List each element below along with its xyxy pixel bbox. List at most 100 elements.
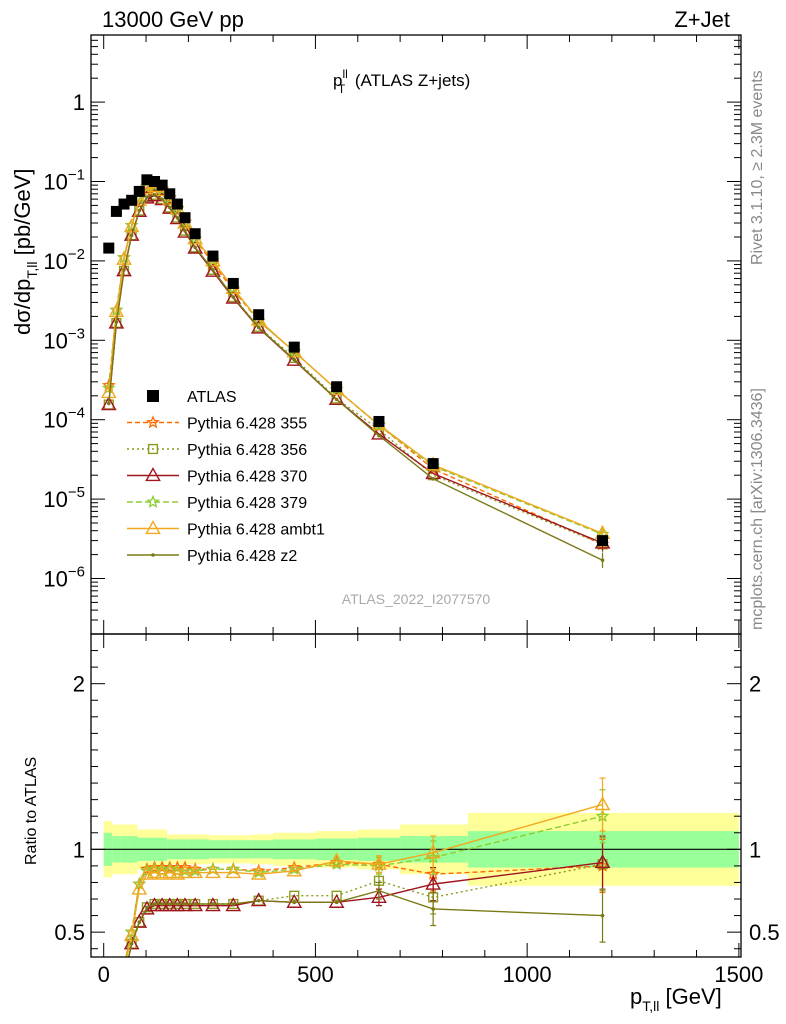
main-point-pythia-6-428-370 (187, 239, 204, 254)
main-point-pythia-6-428-z2 (145, 195, 149, 199)
main-data-point (103, 242, 115, 254)
main-panel: 10−610−510−410−310−210−11 (43, 34, 742, 635)
xlabel-unit: [GeV] (659, 984, 721, 1009)
main-point-pythia-6-428-z2 (377, 433, 381, 438)
main-data-point (171, 198, 183, 210)
main-point-pythia-6-428-ambt1 (116, 250, 132, 265)
main-data-point (126, 194, 138, 206)
main-y-tick-base: 1 (73, 90, 85, 115)
ratio-point-pythia-6-428-z2 (137, 920, 142, 925)
x-tick-label: 0 (98, 962, 110, 987)
main-y-tick-label: 10−4 (43, 405, 85, 433)
main-point-pythia-6-428-356 (134, 205, 145, 216)
x-tick-label: 1000 (503, 962, 552, 987)
main-frame (90, 34, 742, 635)
main-point-pythia-6-428-370 (116, 262, 132, 277)
main-point-pythia-6-428-z2 (334, 397, 339, 402)
ratio-point-pythia-6-428-355 (287, 860, 302, 874)
ratio-point-pythia-6-428-ambt1 (161, 864, 178, 879)
ratio-point-pythia-6-428-z2 (183, 902, 187, 906)
main-point-pythia-6-428-z2 (160, 197, 164, 201)
x-axis-label: pT,ll [GeV] (630, 984, 722, 1014)
legend: ATLAS Pythia 6.428 355 Pythia 6.428 356 Pyt… (127, 389, 325, 565)
ratio-point-pythia-6-428-z2 (334, 900, 339, 905)
ratio-y-tick-label: 1 (73, 837, 85, 862)
legend-label-pythia-6-428-ambt1: Pythia 6.428 ambt1 (187, 522, 325, 539)
ratio-point-pythia-6-428-ambt1 (187, 864, 204, 879)
ratio-point-pythia-6-428-370 (250, 892, 267, 907)
main-point-pythia-6-428-z2 (431, 477, 435, 481)
ratio-point-pythia-6-428-379 (287, 862, 302, 876)
header-right-label: Z+Jet (674, 7, 730, 32)
ratio-point-pythia-6-428-370 (139, 900, 155, 915)
mcplots-label: mcplots.cern.ch [arXiv:1306.3436] (749, 388, 766, 630)
main-data-point (133, 185, 145, 197)
main-point-pythia-6-428-z2 (175, 215, 180, 220)
title-sup: ll (342, 67, 347, 81)
main-line-pythia-6-428-379 (108, 185, 603, 535)
legend-marker-pythia-6-428-356 (147, 443, 159, 455)
main-point-pythia-6-428-370 (286, 351, 303, 366)
ratio-point-pythia-6-428-ambt1 (131, 880, 148, 895)
main-point-pythia-6-428-370 (177, 223, 193, 238)
analysis-watermark: ATLAS_2022_I2077570 (342, 591, 491, 607)
title-sub: T (338, 82, 346, 96)
main-point-pythia-6-428-z2 (211, 268, 215, 272)
ratio-y-tick-label-right: 1 (749, 837, 761, 862)
ratio-point-pythia-6-428-356 (289, 890, 300, 901)
main-data-point (288, 341, 300, 353)
ratio-point-pythia-6-428-ambt1 (146, 864, 163, 879)
main-data-point (118, 198, 130, 210)
xlabel-sub: T,ll (642, 998, 659, 1014)
legend-marker-pythia-6-428-379 (146, 494, 160, 508)
main-data-point (253, 309, 265, 321)
ratio-point-pythia-6-428-355 (251, 863, 266, 877)
main-point-pythia-6-428-z2 (137, 208, 142, 213)
ratio-point-pythia-6-428-370 (131, 913, 148, 928)
x-tick-label: 1500 (714, 962, 763, 987)
main-point-pythia-6-428-z2 (167, 205, 172, 210)
main-y-tick-label: 10−2 (43, 246, 85, 274)
ratio-point-pythia-6-428-370 (123, 935, 140, 950)
main-data-point (149, 176, 161, 188)
legend-label-pythia-6-428-379: Pythia 6.428 379 (187, 495, 307, 512)
main-y-tick-label: 1 (73, 90, 85, 115)
main-y-tick-exp: −5 (68, 484, 85, 501)
ratio-point-pythia-6-428-379 (226, 862, 241, 876)
main-y-tick-base: 10 (43, 487, 67, 512)
main-line-pythia-6-428-370 (108, 195, 603, 544)
ylabel-main: dσ/dp (10, 279, 35, 335)
ratio-point-pythia-6-428-z2 (115, 1005, 119, 1009)
ratio-point-pythia-6-428-z2 (193, 902, 197, 906)
ratio-line-pythia-6-428-ambt1 (125, 803, 603, 957)
main-point-pythia-6-428-z2 (129, 233, 134, 238)
ratio-point-pythia-6-428-379 (206, 862, 220, 876)
ylabel-unit: [pb/GeV] (10, 169, 35, 262)
main-y-tick-base: 10 (43, 408, 67, 433)
legend-label-pythia-6-428-356: Pythia 6.428 356 (187, 442, 307, 459)
main-data-point (141, 174, 153, 186)
ratio-point-pythia-6-428-z2 (231, 902, 236, 906)
main-point-pythia-6-428-z2 (256, 325, 261, 330)
ratio-point-pythia-6-428-356 (331, 890, 342, 901)
legend-label-pythia-6-428-355: Pythia 6.428 355 (187, 416, 307, 433)
main-point-pythia-6-428-z2 (183, 228, 187, 233)
main-data-point (227, 277, 239, 289)
main-y-axis-label: dσ/dpT,ll [pb/GeV] (10, 169, 40, 335)
ratio-point-pythia-6-428-ambt1 (177, 864, 193, 879)
ratio-panel: 0 500 1000 1500 0.5 0.5 1 1 2 2 (54, 633, 780, 1011)
main-point-pythia-6-428-370 (225, 289, 242, 304)
main-y-tick-exp: −6 (68, 564, 85, 581)
main-point-pythia-6-428-370 (100, 396, 117, 411)
ratio-point-pythia-6-428-356 (112, 1002, 121, 1011)
ratio-point-pythia-6-428-379 (147, 862, 162, 876)
main-point-pythia-6-428-370 (123, 226, 140, 241)
main-point-pythia-6-428-370 (250, 319, 267, 334)
ratio-point-pythia-6-428-z2 (211, 902, 215, 906)
ratio-point-pythia-6-428-ambt1 (110, 996, 123, 1008)
ratio-point-pythia-6-428-z2 (167, 902, 172, 906)
main-y-tick-exp: −2 (68, 246, 85, 263)
main-line-pythia-6-428-356 (108, 194, 603, 545)
ratio-y-tick-label: 0.5 (54, 920, 85, 945)
